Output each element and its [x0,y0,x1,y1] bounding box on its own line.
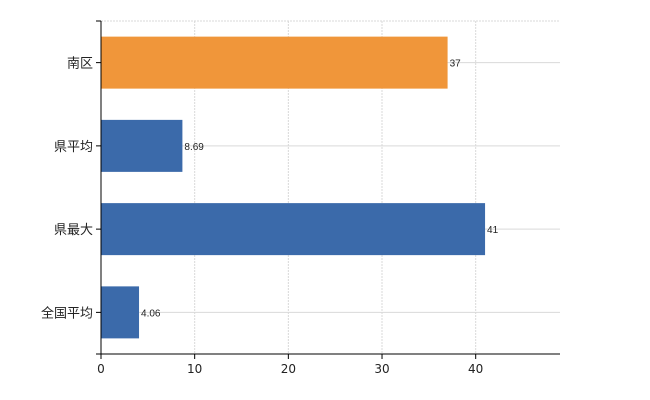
category-label: 県平均 [54,140,93,155]
bar [101,36,448,89]
category-label: 全国平均 [41,305,93,321]
bar [101,203,486,256]
data-label: 4.06 [141,308,161,319]
x-tick-label: 10 [187,362,202,376]
x-tick-label: 40 [468,362,483,376]
data-label: 8.69 [184,142,204,153]
x-tick-label: 0 [97,362,105,376]
data-label: 37 [450,59,462,70]
category-label: 県最大 [54,223,93,238]
bar [101,119,183,172]
data-label: 41 [487,225,499,236]
category-label: 南区 [67,56,93,72]
bars [101,36,486,339]
bar [101,286,140,339]
x-tick-label: 30 [374,362,389,376]
x-tick-label: 20 [281,362,296,376]
axes [96,20,560,359]
